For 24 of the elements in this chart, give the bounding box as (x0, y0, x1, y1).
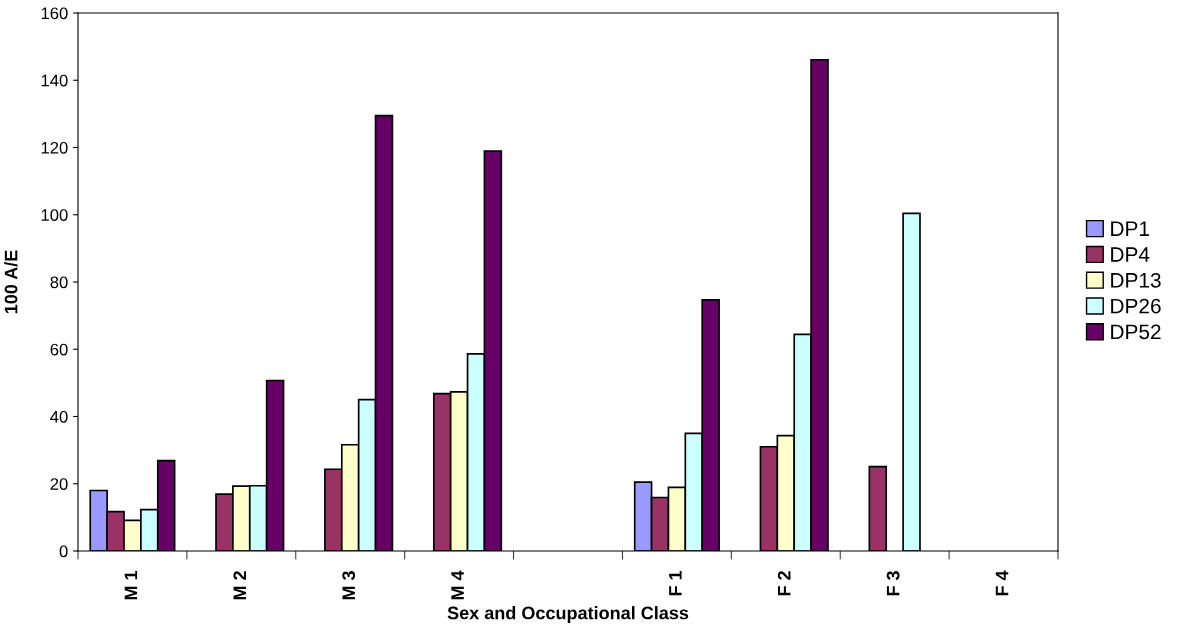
y-tick-label: 140 (41, 74, 68, 87)
y-axis-title: 100 A/E (4, 250, 18, 314)
x-tick-label: F 1 (669, 570, 682, 596)
legend-label: DP4 (1111, 247, 1150, 262)
legend-label: DP26 (1111, 298, 1161, 314)
x-tick-label: M 3 (342, 571, 356, 600)
y-tick-label: 120 (41, 141, 68, 154)
y-tick-label: 100 (41, 209, 68, 221)
y-tick-label: 80 (50, 276, 68, 289)
legend-label: DP13 (1111, 272, 1161, 288)
y-tick-label: 40 (50, 410, 68, 423)
x-tick-label: F 3 (886, 571, 900, 596)
x-axis-title: Sex and Occupational Class (447, 606, 689, 623)
legend-label: DP1 (1111, 221, 1149, 236)
y-tick-label: 160 (41, 7, 68, 20)
x-tick-label: M 4 (451, 570, 464, 600)
x-tick-label: F 4 (995, 570, 1009, 596)
y-tick-label: 20 (50, 478, 68, 490)
y-tick-label: 60 (50, 343, 68, 356)
x-tick-label: M 1 (124, 570, 138, 600)
x-tick-label: F 2 (777, 571, 791, 596)
y-tick-label: 0 (59, 545, 68, 558)
legend-label: DP52 (1111, 324, 1161, 340)
x-tick-label: M 2 (233, 571, 246, 600)
